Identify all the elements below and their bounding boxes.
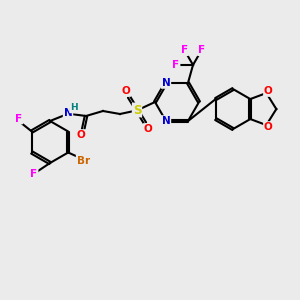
Text: S: S — [133, 103, 141, 116]
Text: F: F — [30, 169, 38, 179]
Text: F: F — [198, 45, 205, 55]
Text: F: F — [15, 113, 22, 124]
Text: N: N — [162, 78, 170, 88]
Text: O: O — [76, 130, 85, 140]
Text: F: F — [181, 45, 188, 55]
Text: O: O — [264, 86, 273, 96]
Text: F: F — [172, 60, 180, 70]
Text: Br: Br — [76, 155, 90, 166]
Text: O: O — [144, 124, 152, 134]
Text: N: N — [64, 108, 72, 118]
Text: H: H — [70, 103, 78, 112]
Text: O: O — [122, 86, 130, 96]
Text: O: O — [264, 122, 273, 132]
Text: N: N — [162, 116, 170, 126]
